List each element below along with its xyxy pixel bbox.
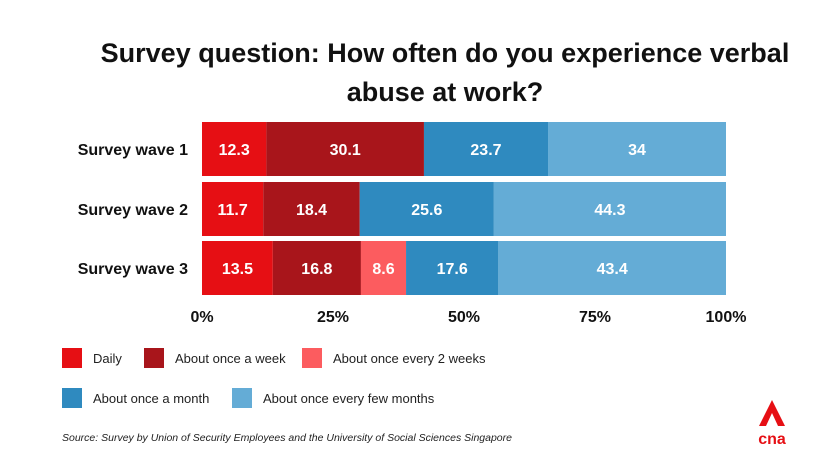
legend-swatch <box>302 348 322 368</box>
legend-item: About once a week <box>144 348 286 368</box>
legend-item: About once a month <box>62 388 209 408</box>
x-tick-label: 50% <box>448 309 480 326</box>
legend-label: About once every few months <box>263 390 435 406</box>
data-label: 8.6 <box>372 261 394 278</box>
data-label: 16.8 <box>301 261 332 278</box>
legend-item: About once every few months <box>232 388 434 408</box>
source-note: Source: Survey by Union of Security Empl… <box>62 432 512 444</box>
legend-label: About once every 2 weeks <box>333 350 486 366</box>
legend-swatch <box>232 388 252 408</box>
bar-segment <box>263 182 360 236</box>
bar-segment <box>272 241 361 295</box>
category-label: Survey wave 1 <box>78 142 188 159</box>
legend-label: About once a month <box>93 390 210 406</box>
x-tick-label: 100% <box>706 309 747 326</box>
stacked-bar-chart: Survey wave 1 12.3 30.1 23.7 34 Survey wave 2… <box>78 122 747 326</box>
logo-text: cna <box>758 431 786 448</box>
x-tick-label: 75% <box>579 309 611 326</box>
bar-segment <box>359 182 494 236</box>
data-label: 34 <box>628 142 646 159</box>
bar-segment <box>406 241 499 295</box>
data-label: 44.3 <box>594 202 625 219</box>
data-label: 23.7 <box>470 142 501 159</box>
data-label: 13.5 <box>222 261 253 278</box>
legend-swatch <box>62 388 82 408</box>
x-tick-label: 0% <box>190 309 213 326</box>
bar-segment <box>202 241 273 295</box>
bar-segment <box>202 122 267 176</box>
bar-segment <box>548 122 726 176</box>
cna-logo-icon: cna <box>758 400 786 448</box>
bar-segment <box>493 182 726 236</box>
category-label: Survey wave 2 <box>78 202 188 219</box>
legend-item: Daily <box>62 348 122 368</box>
legend-swatch <box>62 348 82 368</box>
data-label: 43.4 <box>597 261 628 278</box>
data-label: 12.3 <box>219 142 250 159</box>
bar-segment <box>266 122 424 176</box>
legend-label: About once a week <box>175 350 286 366</box>
data-label: 25.6 <box>411 202 442 219</box>
bar-segment <box>498 241 726 295</box>
data-label: 30.1 <box>330 142 361 159</box>
chart-title: Survey question: How often do you experi… <box>100 38 790 107</box>
legend-item: About once every 2 weeks <box>302 348 485 368</box>
bar-segment <box>423 122 549 176</box>
legend-label: Daily <box>93 350 122 366</box>
category-label: Survey wave 3 <box>78 261 188 278</box>
x-tick-label: 25% <box>317 309 349 326</box>
bar-segment <box>360 241 407 295</box>
data-label: 18.4 <box>296 202 327 219</box>
legend-swatch <box>144 348 164 368</box>
data-label: 17.6 <box>437 261 468 278</box>
bar-segment <box>202 182 264 236</box>
data-label: 11.7 <box>218 202 248 219</box>
